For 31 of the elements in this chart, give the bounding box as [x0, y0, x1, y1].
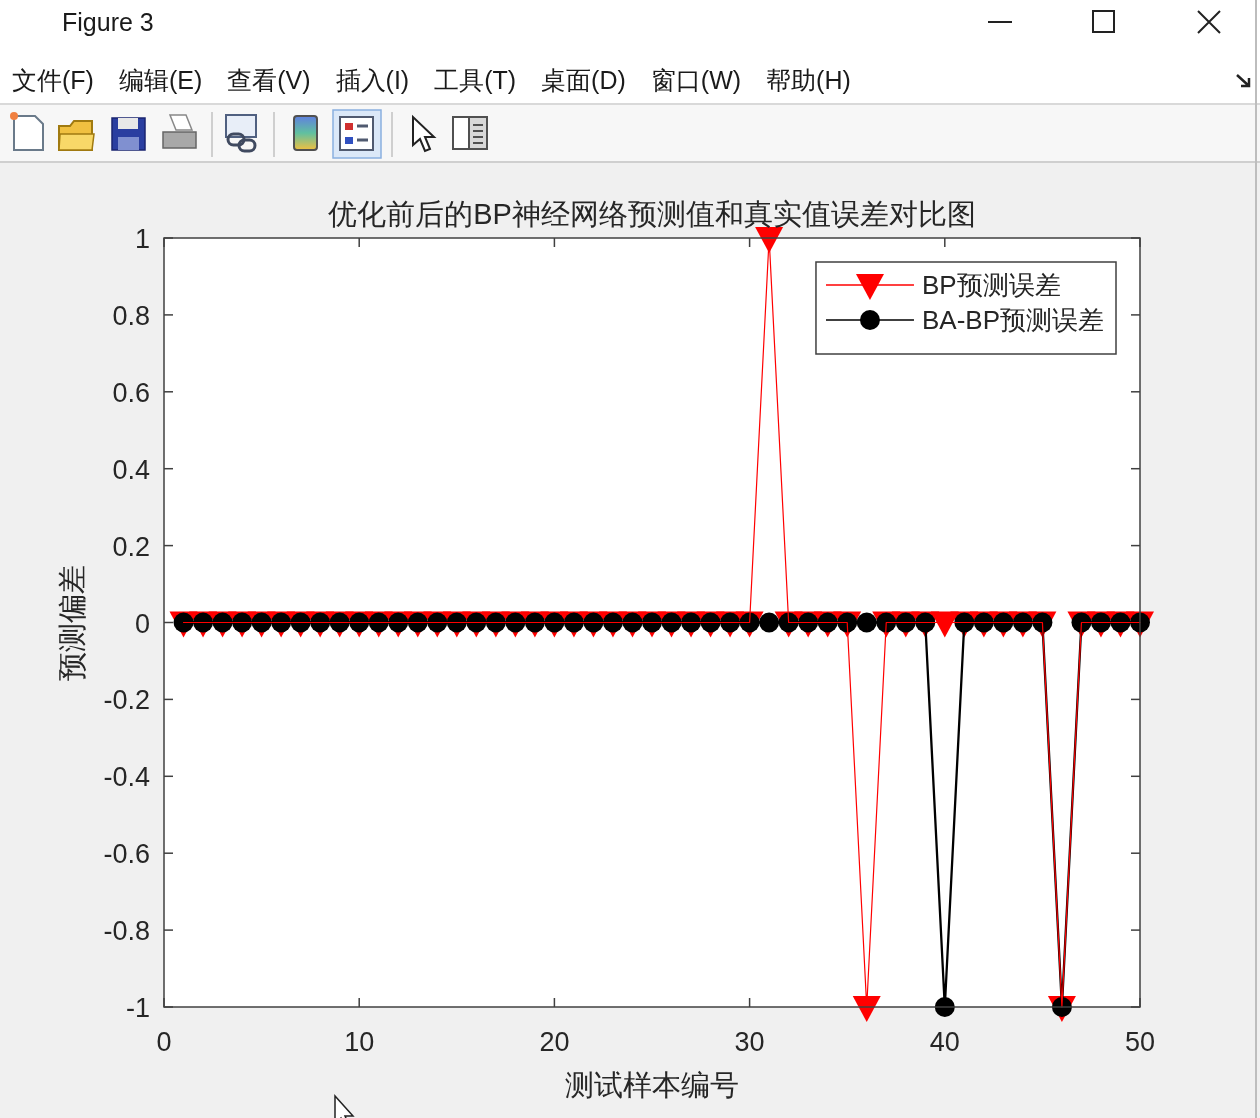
text: 帮助(H): [766, 66, 851, 94]
caption: Figure 3: [62, 8, 154, 36]
x-tick-label: 20: [539, 1027, 570, 1057]
y-tick-label: 0.8: [112, 300, 150, 331]
text: 编辑(E): [118, 66, 203, 94]
legend-label: BA-BP预测误差: [921, 305, 1104, 335]
x-tick-label: 30: [734, 1027, 765, 1057]
y-axis-title: 预测偏差: [56, 564, 88, 681]
y-tick-label: 0.6: [112, 377, 150, 408]
y-tick-label: -0.2: [103, 685, 150, 716]
y-tick-label: 0: [134, 608, 150, 639]
y-tick-label: 0.2: [112, 531, 150, 562]
x-tick-label: 40: [929, 1027, 960, 1057]
x-axis-title: 测试样本编号: [565, 1069, 739, 1101]
y-tick-label: -0.8: [103, 916, 150, 947]
text: 桌面(D): [541, 66, 626, 94]
x-tick-label: 0: [156, 1027, 172, 1057]
y-tick-label: 1: [134, 224, 150, 254]
y-tick-label: -0.6: [103, 839, 150, 870]
text: 窗口(W): [650, 66, 742, 94]
text: 查看(V): [227, 66, 311, 94]
text: 插入(I): [335, 66, 410, 94]
x-tick-label: 10: [344, 1027, 375, 1057]
x-tick-label: 50: [1124, 1027, 1156, 1057]
y-tick-label: -1: [125, 993, 150, 1023]
y-tick-label: 0.4: [112, 454, 150, 485]
text: 文件(F): [12, 66, 94, 94]
y-tick-label: -0.4: [103, 762, 150, 793]
chart-title: 优化前后的BP神经网络预测值和真实值误差对比图: [328, 198, 976, 230]
legend-label: BP预测误差: [921, 270, 1061, 300]
text: 工具(T): [434, 66, 517, 94]
